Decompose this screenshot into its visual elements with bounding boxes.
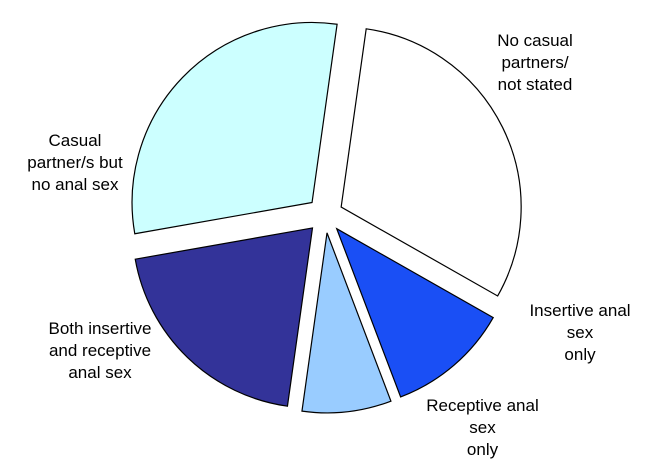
slice-label-casual-no-anal-sex: Casual partner/s but no anal sex [27,131,123,194]
slice-label-receptive-anal-sex: Receptive anal sex only [426,396,539,459]
slice-no-casual-partners [340,28,522,297]
slice-label-no-casual-partners: No casual partners/ not stated [497,31,573,94]
slice-casual-no-anal-sex [131,21,338,235]
slice-label-insertive-anal-sex: Insertive anal sex only [529,301,631,364]
slice-receptive-anal-sex [301,232,392,414]
slice-label-both-insertive-receptive: Both insertive and receptive anal sex [48,319,152,382]
slice-insertive-anal-sex [335,227,495,398]
slice-both-insertive-receptive [134,227,314,407]
